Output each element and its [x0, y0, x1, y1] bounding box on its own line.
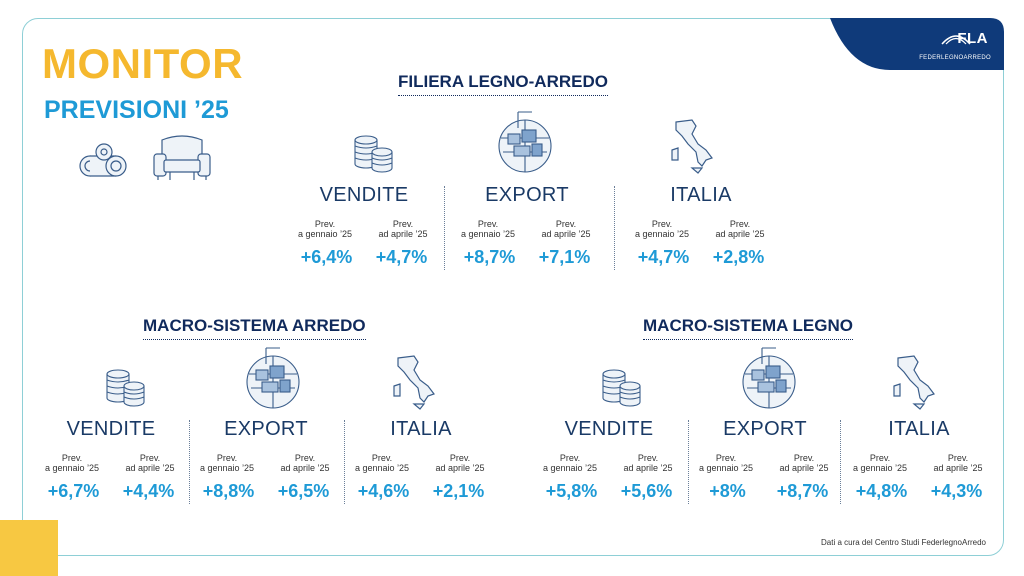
coins-stack-icon [106, 369, 145, 407]
corner-accent [0, 520, 58, 576]
column-divider [614, 186, 615, 270]
value-jan: +5,8% [545, 481, 598, 501]
value-apr: +5,6% [620, 481, 673, 501]
metric-italia: ITALIA Prev. a gennaio ’25 Prev. ad aprile… [844, 418, 994, 502]
sub-label-jan: Prev. a gennaio ’25 [44, 453, 100, 473]
metric-name: VENDITE [564, 418, 654, 440]
metric-italia: ITALIA Prev. a gennaio ’25 Prev. ad aprile… [346, 418, 496, 502]
column-divider [189, 420, 190, 504]
metric-export: EXPORT Prev. a gennaio ’25 Prev. ad aprile… [191, 418, 341, 502]
page-subtitle: PREVISIONI ’25 [44, 96, 229, 124]
value-apr: +2,8% [712, 247, 765, 267]
value-jan: +4,8% [855, 481, 908, 501]
value-jan: +8,8% [202, 481, 255, 501]
wood-logs-icon [79, 143, 127, 177]
armchair-icon [153, 135, 211, 180]
italy-map-icon [393, 355, 435, 410]
globe-containers-icon [498, 111, 552, 173]
value-apr: +2,1% [432, 481, 485, 501]
metric-export: EXPORT Prev. a gennaio ’25 Prev. ad aprile… [690, 418, 840, 502]
globe-containers-icon [246, 347, 300, 409]
metric-name: EXPORT [723, 418, 807, 440]
sub-label-apr: Prev. ad aprile ’25 [933, 453, 983, 473]
sub-label-jan: Prev. a gennaio ’25 [542, 453, 598, 473]
section-title-filiera: FILIERA LEGNO-ARREDO [398, 72, 608, 96]
value-jan: +6,4% [300, 247, 353, 267]
metric-name: VENDITE [319, 184, 409, 206]
value-apr: +7,1% [538, 247, 591, 267]
value-apr: +4,4% [122, 481, 175, 501]
value-apr: +4,7% [375, 247, 428, 267]
sub-label-apr: Prev. ad aprile ’25 [623, 453, 673, 473]
metric-name: EXPORT [224, 418, 308, 440]
sub-label-apr: Prev. ad aprile ’25 [779, 453, 829, 473]
metric-name: VENDITE [66, 418, 156, 440]
column-divider [444, 186, 445, 270]
italy-map-icon [893, 355, 935, 410]
page-title: MONITOR [42, 40, 244, 87]
sub-label-jan: Prev. a gennaio ’25 [297, 219, 353, 239]
value-jan: +6,7% [47, 481, 100, 501]
footer-source: Dati a cura del Centro Studi FederlegnoA… [821, 538, 986, 547]
metric-vendite: VENDITE Prev. a gennaio ’25 Prev. ad april… [289, 184, 439, 268]
value-jan: +8,7% [463, 247, 516, 267]
sub-label-apr: Prev. ad aprile ’25 [715, 219, 765, 239]
section-title-legno: MACRO-SISTEMA LEGNO [643, 316, 853, 340]
sub-label-apr: Prev. ad aprile ’25 [435, 453, 485, 473]
metric-name: ITALIA [888, 418, 950, 440]
logo-text: FLA [957, 30, 988, 47]
metric-vendite: VENDITE Prev. a gennaio ’25 Prev. ad april… [36, 418, 186, 502]
globe-containers-icon [742, 347, 796, 409]
value-jan: +8% [709, 481, 746, 501]
sub-label-jan: Prev. a gennaio ’25 [634, 219, 690, 239]
metric-name: ITALIA [390, 418, 452, 440]
coins-stack-icon [354, 135, 393, 173]
sub-label-apr: Prev. ad aprile ’25 [541, 219, 591, 239]
coins-stack-icon [602, 369, 641, 407]
sub-label-jan: Prev. a gennaio ’25 [698, 453, 754, 473]
value-apr: +6,5% [277, 481, 330, 501]
sub-label-apr: Prev. ad aprile ’25 [378, 219, 428, 239]
sub-label-jan: Prev. a gennaio ’25 [354, 453, 410, 473]
metric-name: ITALIA [670, 184, 732, 206]
metric-vendite: VENDITE Prev. a gennaio ’25 Prev. ad april… [534, 418, 684, 502]
sub-label-jan: Prev. a gennaio ’25 [199, 453, 255, 473]
metric-name: EXPORT [485, 184, 569, 206]
italy-map-icon [671, 119, 713, 174]
value-jan: +4,6% [357, 481, 410, 501]
sub-label-jan: Prev. a gennaio ’25 [460, 219, 516, 239]
logo-badge [830, 18, 1004, 70]
value-jan: +4,7% [637, 247, 690, 267]
column-divider [344, 420, 345, 504]
column-divider [688, 420, 689, 504]
value-apr: +4,3% [930, 481, 983, 501]
section-title-arredo: MACRO-SISTEMA ARREDO [143, 316, 366, 340]
sub-label-apr: Prev. ad aprile ’25 [280, 453, 330, 473]
value-apr: +8,7% [776, 481, 829, 501]
sub-label-apr: Prev. ad aprile ’25 [125, 453, 175, 473]
sub-label-jan: Prev. a gennaio ’25 [852, 453, 908, 473]
logo-subtext: FEDERLEGNOARREDO [919, 55, 991, 61]
metric-italia: ITALIA Prev. a gennaio ’25 Prev. ad aprile… [626, 184, 776, 268]
metric-export: EXPORT Prev. a gennaio ’25 Prev. ad aprile… [452, 184, 602, 268]
column-divider [840, 420, 841, 504]
